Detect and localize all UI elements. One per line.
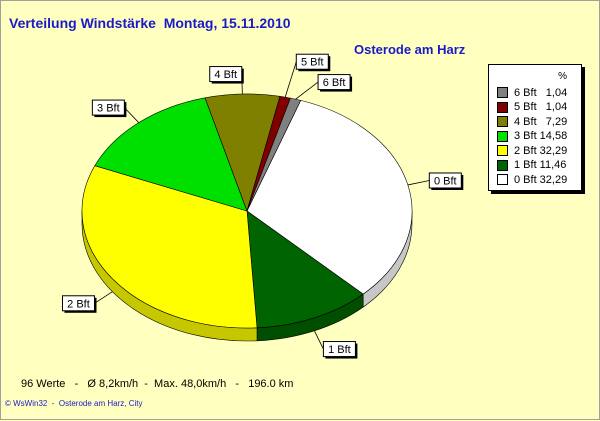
legend-label: 5 Bft 1,04 bbox=[514, 101, 568, 113]
pie-label-box bbox=[317, 74, 351, 91]
pie-label-box bbox=[209, 66, 243, 83]
legend-label: 6 Bft 1,04 bbox=[514, 86, 568, 99]
legend-swatch bbox=[497, 116, 508, 127]
legend-swatch bbox=[497, 101, 508, 113]
legend-swatch bbox=[497, 145, 508, 156]
pie-slice bbox=[94, 97, 248, 212]
pie-label: 5 Bft bbox=[301, 57, 324, 69]
pie-label-leader bbox=[94, 291, 113, 304]
legend-label: 0 Bft 32,29 bbox=[514, 173, 568, 186]
legend-label: 3 Bft 14,58 bbox=[514, 130, 568, 142]
legend-entry: 5 Bft 1,04 bbox=[497, 101, 577, 114]
location-title: Osterode am Harz bbox=[354, 42, 466, 57]
pie-label-box bbox=[91, 99, 125, 116]
legend-swatch bbox=[497, 130, 508, 142]
pie-label: 1 Bft bbox=[328, 344, 351, 356]
legend-label: 4 Bft 7,29 bbox=[514, 115, 568, 128]
pie-label: 2 Bft bbox=[67, 298, 90, 310]
pie-label-leader bbox=[295, 81, 319, 100]
legend-label: 2 Bft 32,29 bbox=[514, 144, 568, 157]
pie-label-box bbox=[428, 172, 462, 189]
legend-entry: 0 Bft 32,29 bbox=[497, 173, 577, 186]
footer-stats: 96 Werte - Ø 8,2km/h - Max. 48,0km/h - 1… bbox=[21, 378, 294, 390]
pie-label: 0 Bft bbox=[434, 175, 457, 187]
pie-slice bbox=[246, 210, 364, 329]
chart-title: Verteilung Windstärke Montag, 15.11.2010 bbox=[9, 15, 291, 31]
legend-header: % bbox=[558, 71, 567, 82]
legend: % 6 Bft 1,04 5 Bft 1,04 4 Bft 7,29 3 Bft 14… bbox=[488, 64, 582, 191]
footer-credit: © WsWin32 - Osterode am Harz, City bbox=[5, 399, 143, 408]
legend-entry: 1 Bft 11,46 bbox=[497, 159, 577, 172]
pie-label: 6 Bft bbox=[323, 77, 346, 89]
pie-label-leader bbox=[314, 330, 324, 350]
legend-entry: 3 Bft 14,58 bbox=[497, 130, 577, 143]
legend-entry: 2 Bft 32,29 bbox=[497, 144, 577, 157]
pie-top-layer bbox=[81, 93, 413, 329]
pie-labels-layer: 0 Bft 1 Bft 2 Bft 3 Bft 4 Bft 5 Bft 6 Bft bbox=[61, 53, 464, 359]
pie-label-leader bbox=[124, 107, 140, 123]
pie-slice bbox=[81, 165, 258, 329]
pie-label-leader bbox=[284, 61, 297, 98]
legend-label: 1 Bft 11,46 bbox=[514, 159, 567, 171]
pie-label: 4 Bft bbox=[214, 69, 237, 81]
legend-swatch bbox=[497, 87, 508, 98]
pie-label-box bbox=[295, 53, 329, 70]
legend-entry: 6 Bft 1,04 bbox=[497, 86, 577, 99]
pie-label-leader bbox=[407, 180, 430, 186]
legend-entry: 4 Bft 7,29 bbox=[497, 115, 577, 128]
pie-label-box bbox=[61, 295, 95, 312]
pie-label-box bbox=[322, 341, 356, 358]
legend-swatch bbox=[497, 159, 508, 171]
legend-swatch bbox=[497, 174, 508, 185]
pie-label: 3 Bft bbox=[97, 103, 120, 115]
